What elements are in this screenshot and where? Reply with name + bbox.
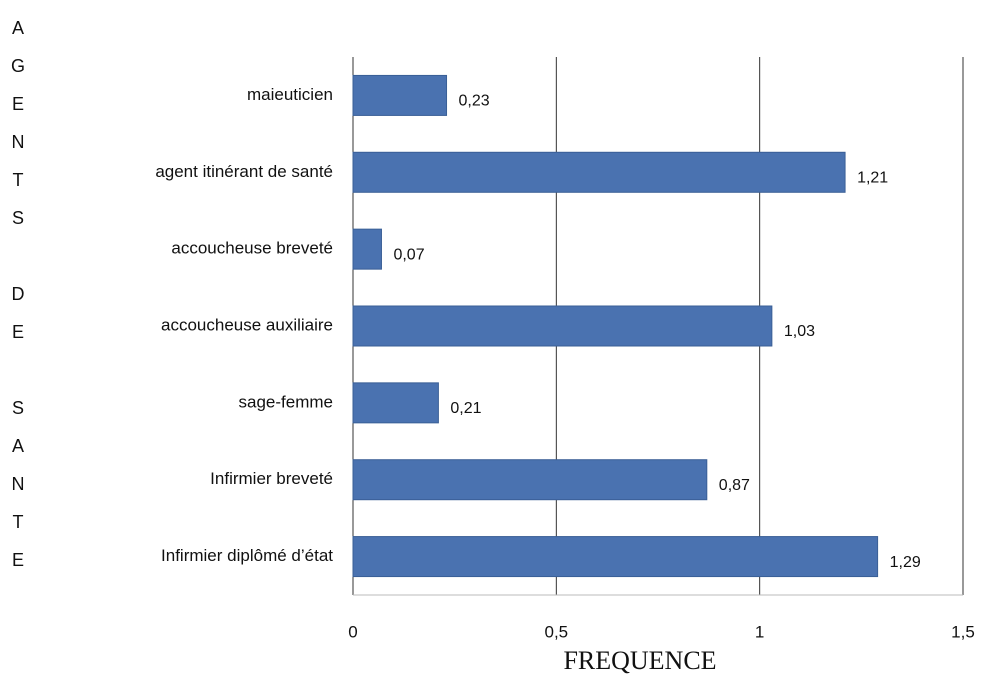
bar <box>352 459 708 501</box>
x-tick-label: 0,5 <box>545 622 569 641</box>
value-label: 0,87 <box>719 477 750 494</box>
value-label: 0,07 <box>393 246 424 263</box>
y-tick-label: Infirmier breveté <box>210 469 333 488</box>
value-label: 0,23 <box>459 93 490 110</box>
x-tick-label: 1,5 <box>951 622 975 641</box>
x-axis-label: FREQUENCE <box>563 646 716 675</box>
y-tick-label: maieuticien <box>247 85 333 104</box>
y-axis-label: AGENTS DE SANTE <box>8 18 28 588</box>
y-tick-label: sage-femme <box>239 392 333 411</box>
y-tick-label: agent itinérant de santé <box>155 162 333 181</box>
y-tick-label: accoucheuse breveté <box>171 239 333 258</box>
bar <box>352 305 773 347</box>
value-label: 1,29 <box>890 554 921 571</box>
y-tick-label: Infirmier diplômé d’état <box>161 546 333 565</box>
value-label: 0,21 <box>450 400 481 417</box>
bar <box>352 74 448 116</box>
value-label: 1,03 <box>784 323 815 340</box>
x-tick-label: 1 <box>755 622 764 641</box>
bar <box>352 151 846 193</box>
value-label: 1,21 <box>857 170 888 187</box>
bar <box>352 536 879 578</box>
y-tick-label: accoucheuse auxiliaire <box>161 315 333 334</box>
x-tick-label: 0 <box>348 622 357 641</box>
bar <box>352 382 439 424</box>
bar <box>352 228 382 270</box>
